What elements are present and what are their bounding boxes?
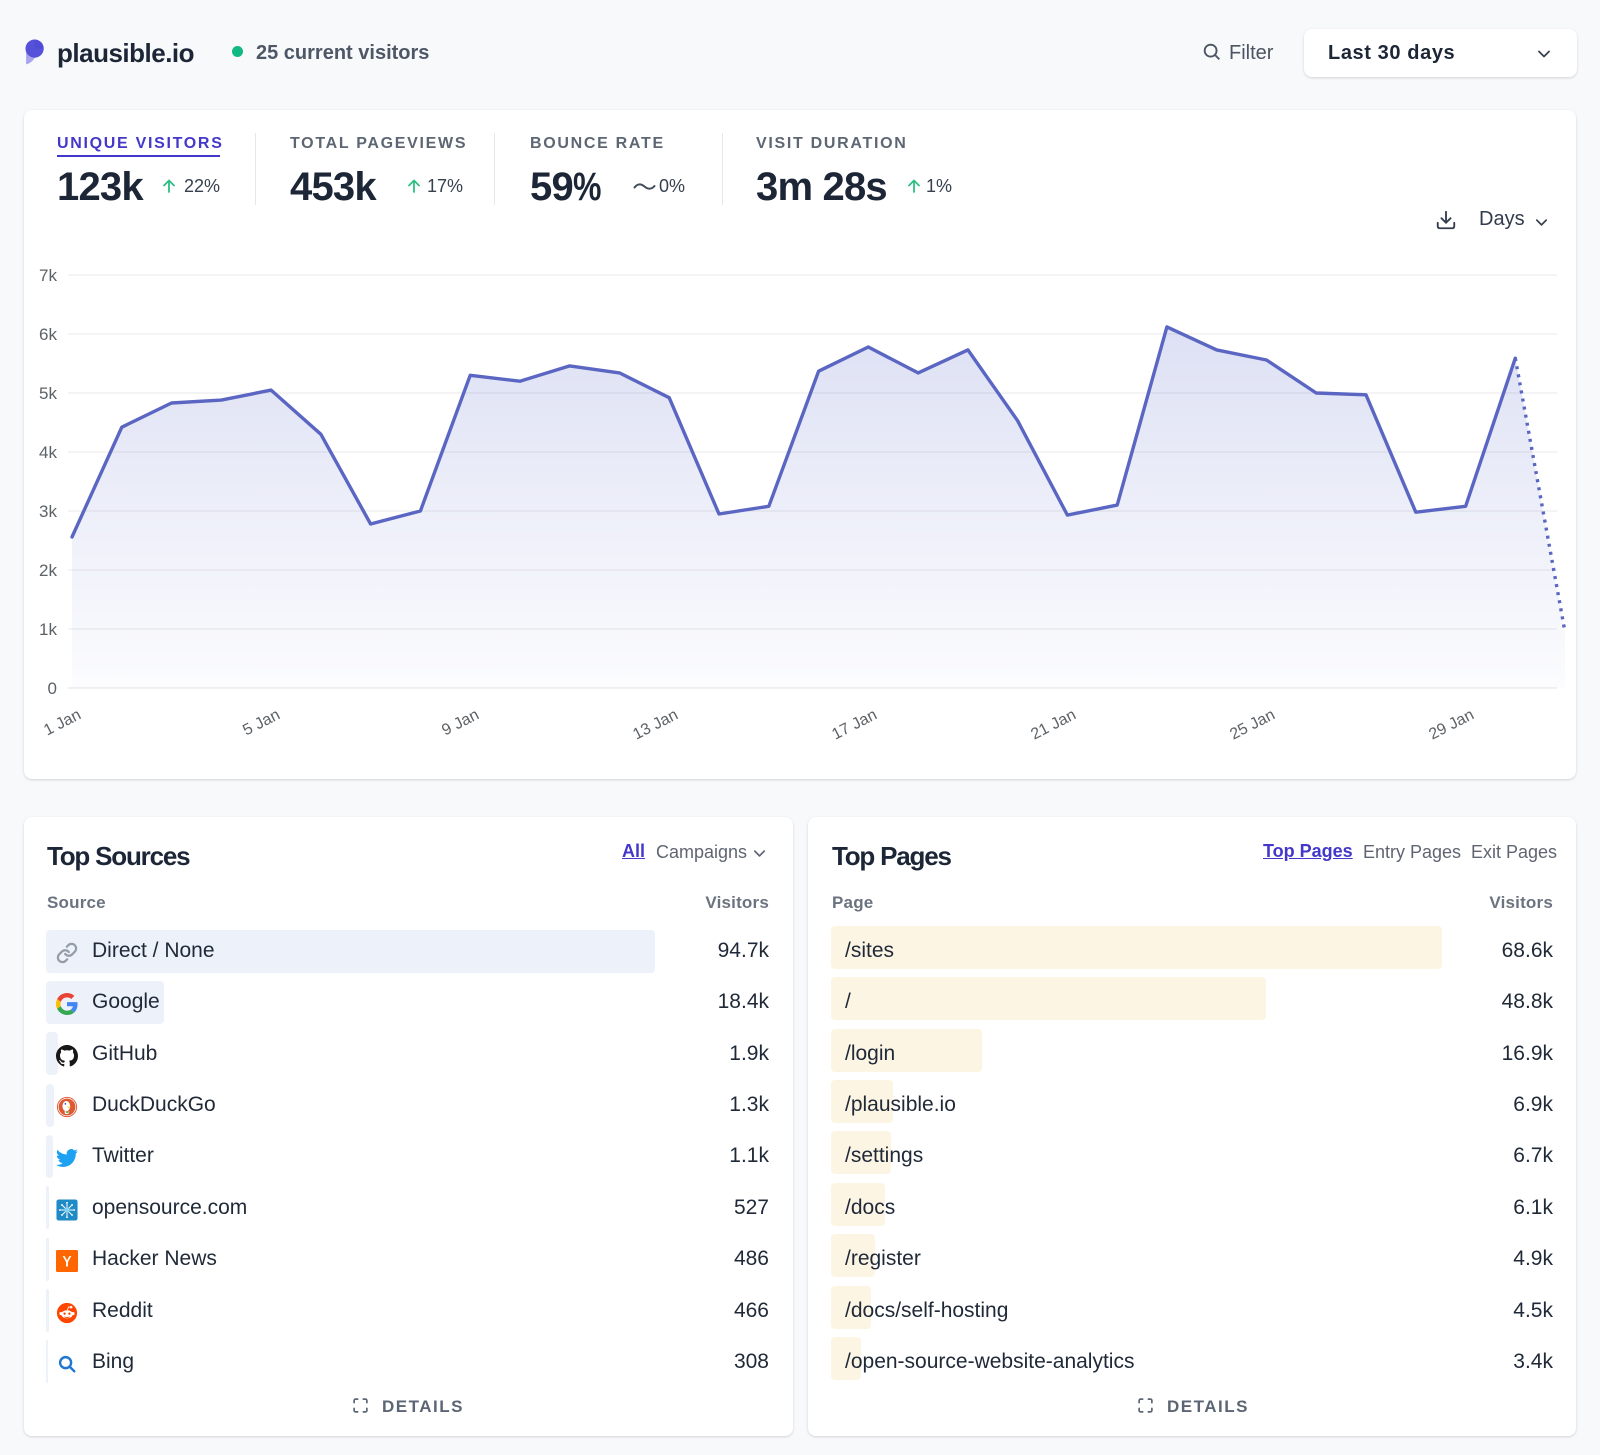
svg-text:2k: 2k: [39, 561, 57, 580]
svg-text:7k: 7k: [39, 266, 57, 285]
svg-text:21 Jan: 21 Jan: [1028, 706, 1079, 743]
svg-text:6k: 6k: [39, 325, 57, 344]
svg-text:17 Jan: 17 Jan: [829, 706, 880, 743]
svg-text:25 Jan: 25 Jan: [1227, 706, 1278, 743]
svg-text:5k: 5k: [39, 384, 57, 403]
svg-text:4k: 4k: [39, 443, 57, 462]
svg-text:1 Jan: 1 Jan: [41, 706, 84, 739]
svg-text:5 Jan: 5 Jan: [240, 706, 283, 739]
svg-text:0: 0: [48, 679, 57, 698]
svg-text:29 Jan: 29 Jan: [1426, 706, 1477, 743]
svg-text:9 Jan: 9 Jan: [439, 706, 482, 739]
svg-text:3k: 3k: [39, 502, 57, 521]
svg-text:13 Jan: 13 Jan: [630, 706, 681, 743]
svg-text:1k: 1k: [39, 620, 57, 639]
